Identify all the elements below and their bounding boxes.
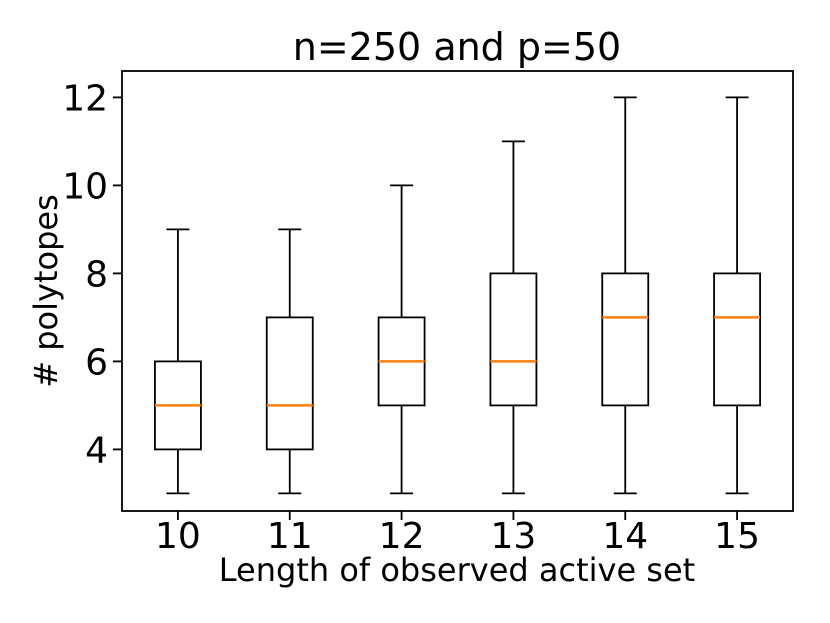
boxplot-box	[713, 96, 761, 495]
x-axis-label: Length of observed active set	[219, 551, 695, 589]
x-tick-label: 11	[267, 516, 313, 557]
boxplot-box	[601, 96, 650, 495]
y-tick-label: 6	[85, 342, 108, 383]
x-tick-label: 13	[491, 516, 537, 557]
y-tick-label: 12	[62, 78, 108, 119]
y-tick-label: 8	[85, 254, 108, 295]
iqr-box	[489, 272, 538, 407]
boxes-group	[154, 96, 761, 495]
plot-frame	[121, 70, 794, 512]
x-tick-label: 10	[155, 516, 201, 557]
y-tick-label: 4	[85, 430, 108, 471]
y-axis-ticks: 4 6 8 10 12	[62, 78, 122, 471]
boxplot-box	[154, 228, 202, 495]
iqr-box	[601, 272, 650, 407]
iqr-box	[265, 316, 314, 451]
chart-title: n=250 and p=50	[293, 25, 621, 69]
boxplot-box	[377, 184, 426, 495]
y-axis-label: # polytopes	[27, 194, 65, 388]
x-axis-ticks: 10 11 12 13 14 15	[155, 511, 760, 557]
y-tick-label: 10	[62, 166, 108, 207]
x-tick-label: 14	[602, 516, 648, 557]
x-tick-label: 15	[714, 516, 760, 557]
boxplot-box	[265, 228, 314, 495]
iqr-box	[713, 272, 761, 407]
x-tick-label: 12	[379, 516, 425, 557]
boxplot-box	[489, 140, 538, 495]
